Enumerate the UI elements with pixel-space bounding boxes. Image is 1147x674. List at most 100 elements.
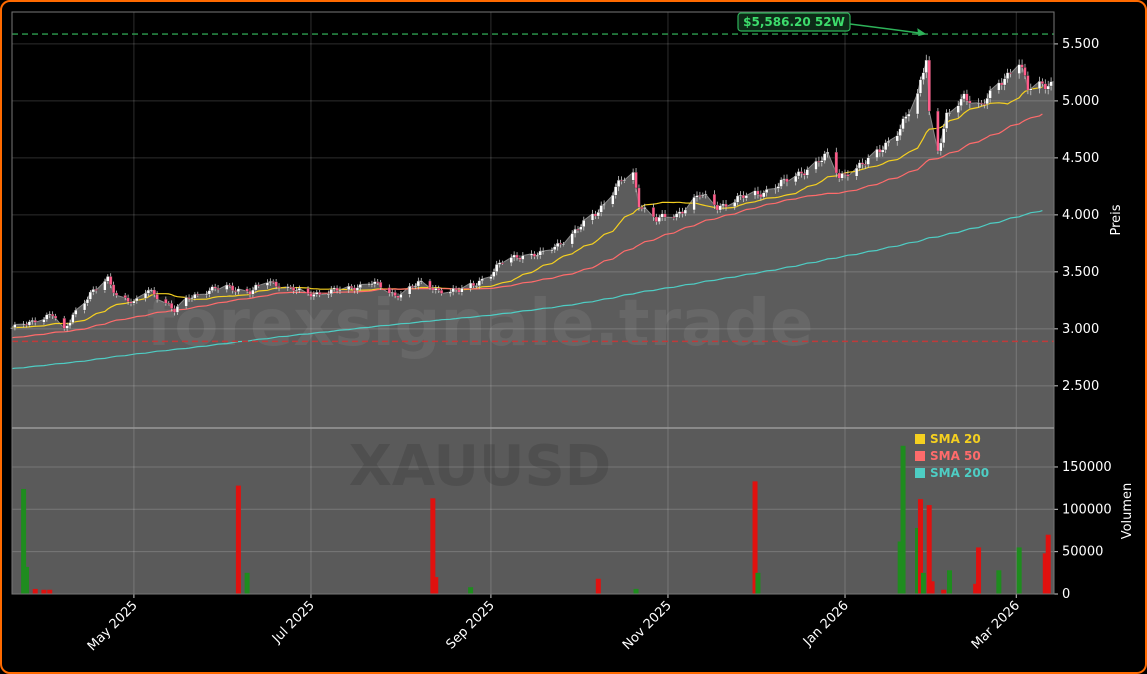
candle-body [1046, 85, 1050, 90]
candle-body [245, 288, 249, 292]
candle-body [738, 195, 743, 197]
candle-body [45, 314, 49, 320]
candle-body [651, 207, 656, 218]
candle-body [962, 93, 966, 100]
candle-body [921, 72, 925, 80]
candle-body [898, 128, 902, 136]
sma50-line [11, 113, 1043, 339]
candle-body [590, 213, 595, 221]
candle-body [968, 100, 972, 104]
candle-body [979, 102, 983, 104]
candle-body [390, 292, 394, 294]
x-tick-label: Mar 2026 [969, 598, 1023, 652]
candle-body [410, 286, 415, 288]
candle-body [573, 229, 577, 234]
candle-body [997, 82, 1001, 91]
candle-body [309, 293, 313, 297]
site-watermark: forexsignale.trade [147, 287, 814, 361]
volume-bar [900, 445, 906, 594]
candle-body [74, 309, 78, 315]
candle-body [471, 282, 476, 286]
overlay: SMA 20 SMA 50 SMA 200 $5,586.20 52W [11, 11, 1055, 595]
candle-body [213, 286, 217, 289]
candle-body [225, 284, 229, 290]
candle-body [489, 276, 493, 280]
candle-body [1003, 78, 1007, 86]
candle-body [550, 249, 554, 252]
volume-bar [1045, 534, 1051, 594]
candle-body [129, 301, 133, 304]
candle-body [332, 287, 336, 290]
candle-body [855, 167, 859, 177]
candle-body [701, 194, 705, 196]
candle-body [236, 288, 240, 292]
volume-bar [21, 488, 27, 594]
volume-bar [32, 588, 38, 594]
candle-body [756, 190, 760, 195]
candle-body [228, 284, 232, 287]
candle-body [721, 203, 725, 206]
candle-body [741, 195, 745, 199]
candle-body [663, 213, 667, 218]
candle-body [860, 162, 864, 165]
volume-bar [941, 589, 947, 594]
candle-body [62, 318, 66, 329]
candle-body [164, 299, 168, 304]
candle-body [480, 278, 484, 281]
candle-body [820, 160, 824, 163]
candle-body [286, 286, 290, 289]
x-tick-label: Jan 2026 [800, 598, 852, 650]
candle-body [797, 171, 801, 177]
candle-body [744, 195, 748, 199]
volume-bar [633, 588, 639, 594]
candle-body [350, 286, 354, 288]
volume-bar [920, 572, 926, 594]
candle-body [172, 308, 177, 313]
candle-body [976, 102, 981, 104]
candle-body [939, 142, 943, 152]
legend-label: SMA 200 [930, 466, 989, 480]
candle-body [619, 180, 624, 182]
candle-body [294, 290, 298, 292]
candle-body [289, 286, 293, 288]
candle-body [248, 291, 252, 295]
x-tick-label: Sep 2025 [443, 598, 497, 652]
candle-body [782, 178, 786, 181]
volume-bar [996, 570, 1002, 594]
volume-bar [755, 572, 761, 594]
candle-body [634, 172, 638, 189]
candle-body [541, 250, 545, 253]
annotation-text: $5,586.20 52W [743, 15, 845, 29]
candle-body [643, 207, 647, 210]
volume-bar [929, 581, 935, 594]
candle-body [680, 211, 685, 214]
candle-body [83, 302, 87, 311]
symbol-watermark: XAUUSD [349, 434, 612, 499]
candle-body [265, 282, 269, 286]
candle-body [338, 289, 342, 292]
candle-body [33, 320, 37, 323]
candle-body [805, 169, 809, 176]
candle-body [149, 289, 153, 292]
candle-body [602, 204, 606, 206]
candle-body [193, 294, 197, 299]
candle-body [451, 288, 455, 293]
candle-body [376, 281, 380, 283]
candle-body [114, 292, 119, 296]
candle-body [1006, 72, 1010, 79]
candle-body [875, 149, 879, 158]
candle-body [53, 315, 58, 319]
volume-bar [897, 541, 903, 594]
candle-body [776, 186, 780, 189]
candle-body [1026, 75, 1030, 91]
candle-body [393, 292, 397, 297]
volume-panel-bg [12, 428, 1054, 594]
candle-body [335, 287, 339, 291]
volume-bar [1016, 547, 1022, 594]
candle-body [132, 300, 136, 304]
candle-body [495, 264, 499, 272]
candle-body [947, 112, 952, 114]
candle-body [91, 289, 95, 293]
candle-body [396, 295, 400, 298]
candle-body [103, 281, 107, 291]
